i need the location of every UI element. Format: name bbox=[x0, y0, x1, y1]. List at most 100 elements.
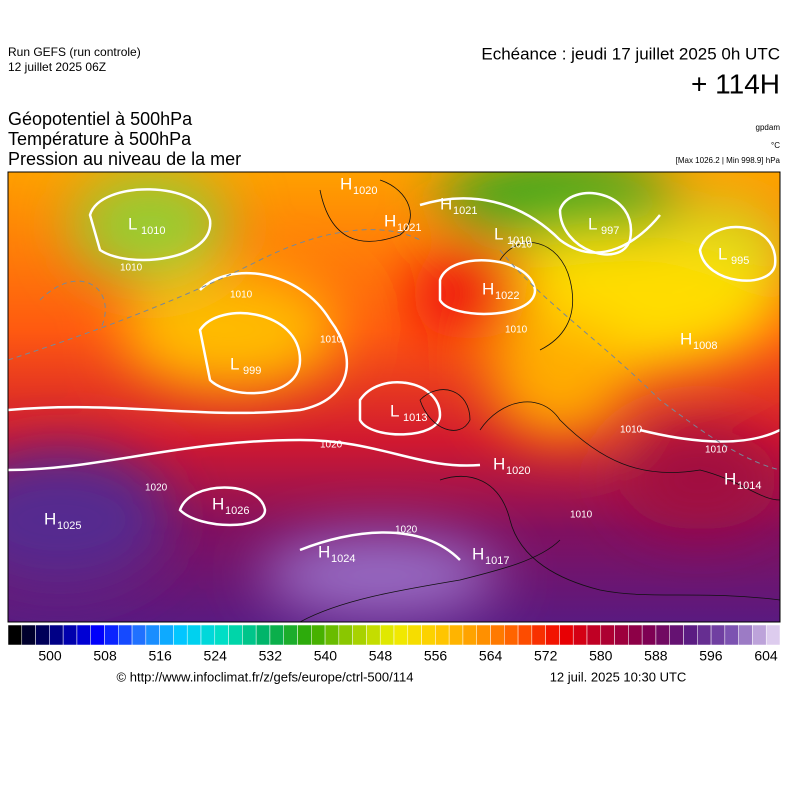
colorbar-tick-label: 556 bbox=[424, 648, 448, 664]
center-kind: L bbox=[390, 401, 399, 420]
center-kind: H bbox=[493, 454, 505, 473]
center-pressure: 1024 bbox=[331, 553, 355, 565]
center-pressure: 1021 bbox=[397, 222, 421, 234]
colorbar-tick-label: 500 bbox=[38, 648, 62, 664]
colorbar-swatch bbox=[297, 624, 312, 646]
center-kind: H bbox=[680, 329, 692, 348]
colorbar-swatch bbox=[324, 624, 340, 646]
colorbar-swatch bbox=[724, 624, 739, 646]
made-time: 12 juil. 2025 10:30 UTC bbox=[550, 669, 687, 684]
colorbar-swatch bbox=[545, 624, 560, 646]
center-pressure: 1025 bbox=[57, 520, 81, 532]
colorbar-swatch bbox=[269, 624, 284, 646]
colorbar-swatch bbox=[379, 624, 395, 646]
colorbar-swatch bbox=[255, 624, 271, 646]
center-kind: L bbox=[230, 354, 239, 373]
colorbar-swatch bbox=[435, 624, 450, 646]
colorbar-swatch bbox=[641, 624, 657, 646]
colorbar-swatch bbox=[448, 624, 464, 646]
contour-label: 1020 bbox=[320, 440, 343, 451]
center-pressure: 999 bbox=[243, 365, 261, 377]
contour-label: 1010 bbox=[705, 445, 728, 456]
colorbar-swatch bbox=[531, 624, 546, 646]
contour-label: 1010 bbox=[570, 510, 593, 521]
center-kind: H bbox=[212, 494, 224, 513]
colorbar-swatch bbox=[504, 624, 519, 646]
colorbar-tick-label: 580 bbox=[589, 648, 613, 664]
run-date: 12 juillet 2025 06Z bbox=[8, 60, 106, 74]
colorbar-swatch bbox=[338, 624, 353, 646]
lead-time: + 114H bbox=[691, 68, 780, 99]
colorbar-swatch bbox=[200, 624, 216, 646]
center-kind: L bbox=[128, 214, 137, 233]
center-pressure: 1020 bbox=[506, 465, 530, 477]
colorbar-swatch bbox=[311, 624, 326, 646]
colorbar-swatch bbox=[366, 624, 381, 646]
colorbar-swatch bbox=[628, 624, 643, 646]
contour-label: 1010 bbox=[620, 425, 643, 436]
colorbar-swatch bbox=[7, 624, 23, 646]
colorbar-tick-label: 548 bbox=[369, 648, 393, 664]
run: Run GEFS (run controle) bbox=[8, 45, 141, 59]
colorbar-swatch bbox=[76, 624, 91, 646]
contour-label: 1010 bbox=[510, 240, 533, 251]
center-pressure: 1021 bbox=[453, 205, 477, 217]
center-pressure: 1010 bbox=[141, 225, 165, 237]
colorbar-tick-label: 532 bbox=[259, 648, 283, 664]
colorbar-swatch bbox=[710, 624, 726, 646]
colorbar-swatch bbox=[752, 624, 767, 646]
colorbar-swatch bbox=[62, 624, 78, 646]
colorbar-swatch bbox=[559, 624, 574, 646]
colorbar-swatch bbox=[655, 624, 670, 646]
center-pressure: 997 bbox=[601, 225, 619, 237]
colorbar-swatch bbox=[407, 624, 422, 646]
colorbar-swatch bbox=[476, 624, 491, 646]
unit: °C bbox=[771, 141, 780, 150]
center-kind: L bbox=[494, 224, 503, 243]
center-pressure: 1014 bbox=[737, 480, 761, 492]
contour-label: 1010 bbox=[230, 290, 253, 301]
colorbar-swatch bbox=[393, 624, 409, 646]
colorbar-swatch bbox=[131, 624, 147, 646]
source: © http://www.infoclimat.fr/z/gefs/europe… bbox=[117, 669, 414, 684]
colorbar-swatch bbox=[214, 624, 229, 646]
contour-label: 1010 bbox=[505, 325, 528, 336]
valid-time: Echéance : jeudi 17 juillet 2025 0h UTC bbox=[481, 44, 780, 63]
colorbar-tick-label: 596 bbox=[699, 648, 723, 664]
colorbar-swatch bbox=[49, 624, 64, 646]
contour-label: 1020 bbox=[145, 483, 168, 494]
center-kind: H bbox=[318, 542, 330, 561]
colorbar-swatch bbox=[228, 624, 243, 646]
unit: gpdam bbox=[756, 123, 781, 132]
colorbar-swatch bbox=[104, 624, 119, 646]
colorbar-swatch bbox=[462, 624, 477, 646]
colorbar-tick-label: 564 bbox=[479, 648, 503, 664]
colorbar-tick-label: 604 bbox=[754, 648, 778, 664]
colorbar-swatch bbox=[738, 624, 753, 646]
colorbar-swatch bbox=[242, 624, 257, 646]
title: Géopotentiel à 500hPa bbox=[8, 109, 193, 129]
colorbar-tick-label: 516 bbox=[148, 648, 172, 664]
center-kind: L bbox=[588, 214, 597, 233]
colorbar-swatch bbox=[490, 624, 505, 646]
colorbar-swatch bbox=[145, 624, 160, 646]
center-kind: H bbox=[44, 509, 56, 528]
contour-label: 1010 bbox=[320, 335, 343, 346]
center-pressure: 1010 bbox=[507, 235, 531, 247]
colorbar-swatch bbox=[173, 624, 188, 646]
colorbar-swatch bbox=[90, 624, 105, 646]
colorbar-swatch bbox=[765, 624, 781, 646]
colorbar-swatch bbox=[517, 624, 533, 646]
center-kind: H bbox=[340, 174, 352, 193]
center-pressure: 1013 bbox=[403, 412, 427, 424]
unit: [Max 1026.2 | Min 998.9] hPa bbox=[676, 156, 781, 165]
center-pressure: 1020 bbox=[353, 185, 377, 197]
contour-label: 1010 bbox=[120, 263, 143, 274]
colorbar-swatch bbox=[283, 624, 298, 646]
colorbar-swatch bbox=[697, 624, 712, 646]
center-kind: H bbox=[472, 544, 484, 563]
center-pressure: 995 bbox=[731, 255, 749, 267]
colorbar-swatch bbox=[669, 624, 684, 646]
